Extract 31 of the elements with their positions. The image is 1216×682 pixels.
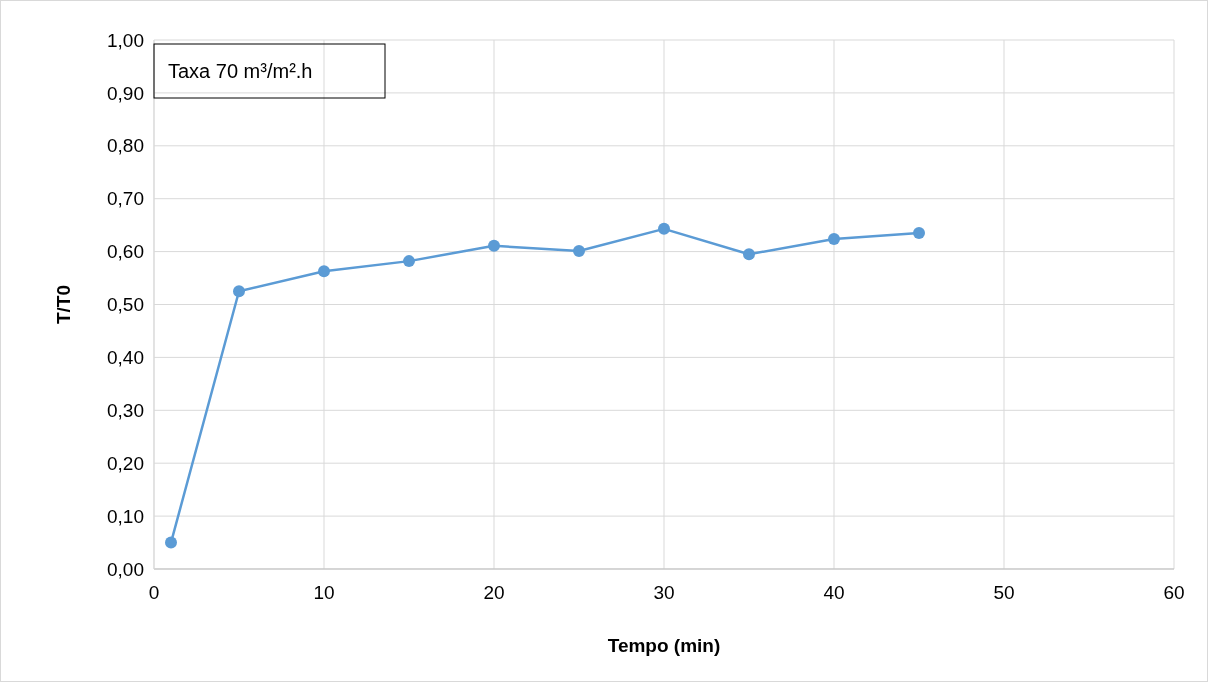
x-tick-label: 10 <box>313 582 335 603</box>
y-tick-label: 0,80 <box>107 135 144 157</box>
x-tick-label: 0 <box>148 582 160 603</box>
point <box>913 227 925 240</box>
point <box>165 536 177 549</box>
point <box>233 285 245 298</box>
x-tick-label: 30 <box>653 582 675 603</box>
y-tick-label: 0,60 <box>107 241 144 263</box>
y-tick-label: 0,10 <box>107 505 144 527</box>
point <box>573 245 585 258</box>
x-tick-label: 60 <box>1163 582 1185 603</box>
y-tick-label: 0,20 <box>107 452 144 474</box>
point <box>318 265 330 278</box>
y-tick-label: 1,00 <box>107 29 144 51</box>
point <box>743 248 755 261</box>
annotation: Taxa 70 m³/m².h <box>168 60 313 82</box>
point <box>658 222 670 235</box>
point <box>403 255 415 268</box>
y-tick-label: 0,40 <box>107 347 144 369</box>
x-tick-label: 20 <box>483 582 505 603</box>
point <box>828 232 840 245</box>
y-tick-label: 0,00 <box>107 558 144 580</box>
y-axis-title: T/T0 <box>53 284 74 325</box>
y-tick-label: 0,70 <box>107 188 144 210</box>
y-tick-label: 0,30 <box>107 399 144 421</box>
point <box>488 239 500 252</box>
y-tick-label: 0,90 <box>107 82 144 104</box>
x-tick-label: 50 <box>993 582 1015 603</box>
x-tick-label: 40 <box>823 582 845 603</box>
x-axis-title: Tempo (min) <box>607 635 721 656</box>
y-tick-label: 0,50 <box>107 294 144 316</box>
